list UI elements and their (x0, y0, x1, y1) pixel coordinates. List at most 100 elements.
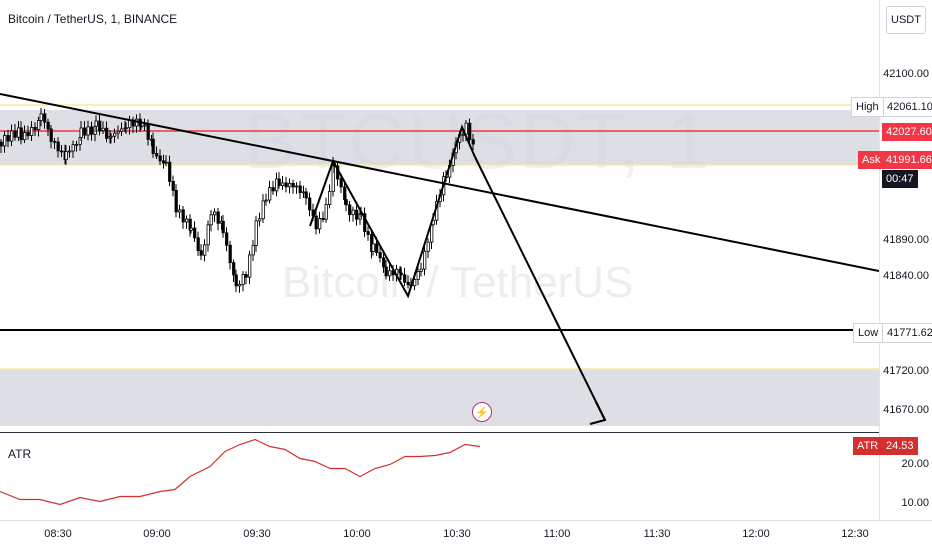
candle-body (179, 210, 181, 212)
candle-body (125, 128, 127, 129)
candle-body (197, 238, 199, 251)
atr-canvas (0, 433, 879, 520)
candle-body (0, 142, 2, 146)
candle-body (222, 221, 224, 233)
candle-body (292, 183, 294, 187)
last-price-value: 42027.60 (886, 126, 932, 138)
main-chart-pane[interactable]: BTCUSDT, 1 Bitcoin / TetherUS Bitcoin / … (0, 0, 879, 432)
price-chart-canvas[interactable] (0, 0, 879, 432)
candle-body (462, 134, 464, 135)
candle-body (152, 139, 154, 153)
candle-body (315, 216, 317, 229)
price-axis[interactable]: USDT 42100.00 41890.00 41840.00 41720.00… (879, 0, 932, 520)
candle-body (99, 121, 101, 131)
candle-body (117, 131, 119, 133)
candle-body (47, 122, 49, 129)
candle-body (106, 128, 108, 138)
candle-body (400, 273, 402, 275)
time-label: 11:00 (544, 528, 571, 540)
candle-body (349, 205, 351, 215)
candle-body (182, 210, 184, 222)
candle-body (38, 121, 40, 130)
candle-body (249, 255, 251, 277)
candle-body (282, 183, 284, 186)
candle-body (72, 145, 74, 151)
candle-body (200, 251, 202, 256)
demand-zone[interactable] (0, 369, 879, 426)
candle-body (44, 114, 46, 122)
time-label: 09:00 (143, 528, 171, 540)
candle-body (379, 253, 381, 258)
candle-body (65, 151, 67, 159)
high-price-value: 42061.10 (887, 101, 932, 113)
candle-body (159, 156, 161, 161)
candle-body (20, 128, 22, 140)
candle-body (299, 186, 301, 193)
candle-body (76, 144, 78, 145)
candle-body (4, 135, 6, 146)
candle-body (309, 198, 311, 210)
candle-body (235, 275, 237, 286)
last-price-tag: 42027.60 (882, 123, 932, 141)
candle-body (296, 186, 298, 187)
candle-body (172, 181, 174, 190)
candle-body (383, 258, 385, 267)
candle-body (226, 233, 228, 245)
time-label: 08:30 (44, 528, 72, 540)
low-price-tag: 41771.62 (882, 323, 932, 343)
candle-body (289, 183, 291, 186)
candle-body (190, 228, 192, 230)
candle-body (376, 244, 378, 253)
candle-body (34, 127, 36, 129)
candle-body (329, 191, 331, 204)
candle-body (91, 127, 93, 134)
supply-zone[interactable] (0, 110, 879, 165)
high-price-tag: 42061.10 (882, 97, 932, 117)
candle-body (252, 245, 254, 254)
candle-body (325, 205, 327, 220)
atr-label-tag: ATR (853, 437, 882, 455)
candle-body (345, 200, 347, 205)
candle-body (303, 192, 305, 193)
candle-body (285, 183, 287, 187)
candle-body (121, 129, 123, 131)
candle-body (87, 127, 89, 135)
candle-body (469, 123, 471, 139)
time-label: 12:00 (742, 528, 770, 540)
candle-body (156, 153, 158, 156)
candle-body (194, 228, 196, 238)
candle-body (389, 271, 391, 276)
candle-body (427, 242, 429, 251)
time-label: 10:30 (443, 528, 471, 540)
currency-unit-button[interactable]: USDT (886, 6, 926, 34)
atr-value-tag: 24.53 (882, 437, 918, 455)
bar-countdown-tag: 00:47 (882, 170, 918, 188)
candle-body (278, 179, 280, 186)
candle-body (404, 275, 406, 282)
candle-body (356, 210, 358, 219)
candle-body (276, 179, 278, 191)
candle-body (11, 131, 13, 141)
low-label-tag: Low (853, 323, 883, 343)
candle-body (340, 179, 342, 187)
candle-body (61, 151, 63, 152)
candle-body (259, 219, 261, 221)
candle-body (239, 284, 241, 286)
candle-body (175, 190, 177, 212)
candle-body (214, 212, 216, 215)
candle-body (169, 162, 171, 181)
candle-body (269, 188, 271, 201)
time-axis[interactable]: 08:30 09:00 09:30 10:00 10:30 11:00 11:3… (0, 520, 932, 551)
lightning-icon[interactable]: ⚡ (472, 402, 492, 422)
candle-body (110, 136, 112, 137)
high-label-tag: High (851, 97, 884, 117)
candle-body (165, 162, 167, 163)
atr-indicator-pane[interactable]: ATR (0, 433, 879, 520)
candle-body (385, 267, 387, 276)
candle-body (147, 125, 149, 139)
ask-label-tag: Ask (858, 151, 884, 169)
candle-body (80, 128, 82, 138)
candle-body (31, 127, 33, 135)
candle-body (84, 128, 86, 135)
candle-body (144, 125, 146, 126)
